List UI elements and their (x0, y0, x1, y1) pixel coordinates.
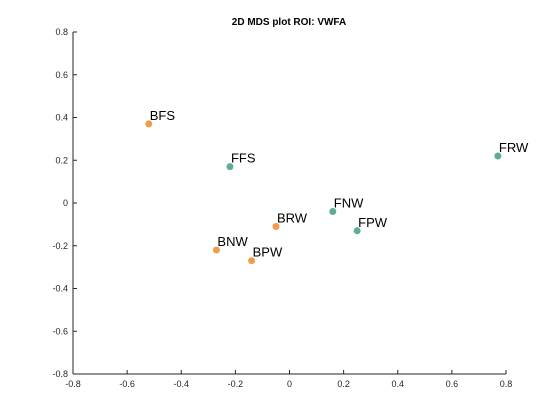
y-tick-label: 0.6 (55, 70, 68, 80)
data-point-bnw (212, 246, 220, 254)
y-tick-label: 0 (63, 198, 68, 208)
data-point-bpw (248, 257, 256, 265)
point-label-bnw: BNW (217, 234, 248, 249)
x-tick-label: 0 (287, 379, 292, 389)
point-label-bpw: BPW (253, 245, 283, 260)
point-label-fpw: FPW (358, 215, 388, 230)
point-label-brw: BRW (277, 211, 308, 226)
point-label-frw: FRW (499, 140, 529, 155)
data-point-ffs (226, 163, 234, 171)
y-tick-label: -0.2 (52, 241, 68, 251)
y-tick-label: 0.8 (55, 27, 68, 37)
data-point-bfs (145, 120, 153, 128)
point-label-ffs: FFS (231, 151, 256, 166)
x-tick-label: 0.2 (337, 379, 350, 389)
point-label-bfs: BFS (150, 108, 176, 123)
y-tick-label: -0.6 (52, 326, 68, 336)
y-tick-label: 0.4 (55, 113, 68, 123)
x-axis-ticks: -0.8 -0.6 -0.4 -0.2 0 0.2 0.4 0.6 0.8 (65, 370, 512, 389)
data-point-fpw (353, 227, 361, 235)
y-tick-label: -0.4 (52, 284, 68, 294)
y-axis-ticks: -0.8 -0.6 -0.4 -0.2 0 0.2 0.4 0.6 0.8 (52, 27, 77, 379)
x-tick-label: -0.2 (228, 379, 244, 389)
data-point-fnw (329, 208, 337, 216)
y-tick-label: -0.8 (52, 369, 68, 379)
data-points: BFS FFS FRW FNW FPW BRW BNW BPW (145, 108, 529, 265)
x-tick-label: 0.6 (446, 379, 459, 389)
x-tick-label: -0.8 (65, 379, 81, 389)
x-tick-label: -0.4 (173, 379, 189, 389)
x-tick-label: 0.4 (391, 379, 404, 389)
data-point-brw (272, 223, 280, 231)
point-label-fnw: FNW (334, 196, 364, 211)
chart-title: 2D MDS plot ROI: VWFA (232, 17, 346, 28)
y-tick-label: 0.2 (55, 155, 68, 165)
data-point-frw (494, 152, 502, 160)
x-tick-label: -0.6 (119, 379, 135, 389)
x-tick-label: 0.8 (500, 379, 513, 389)
